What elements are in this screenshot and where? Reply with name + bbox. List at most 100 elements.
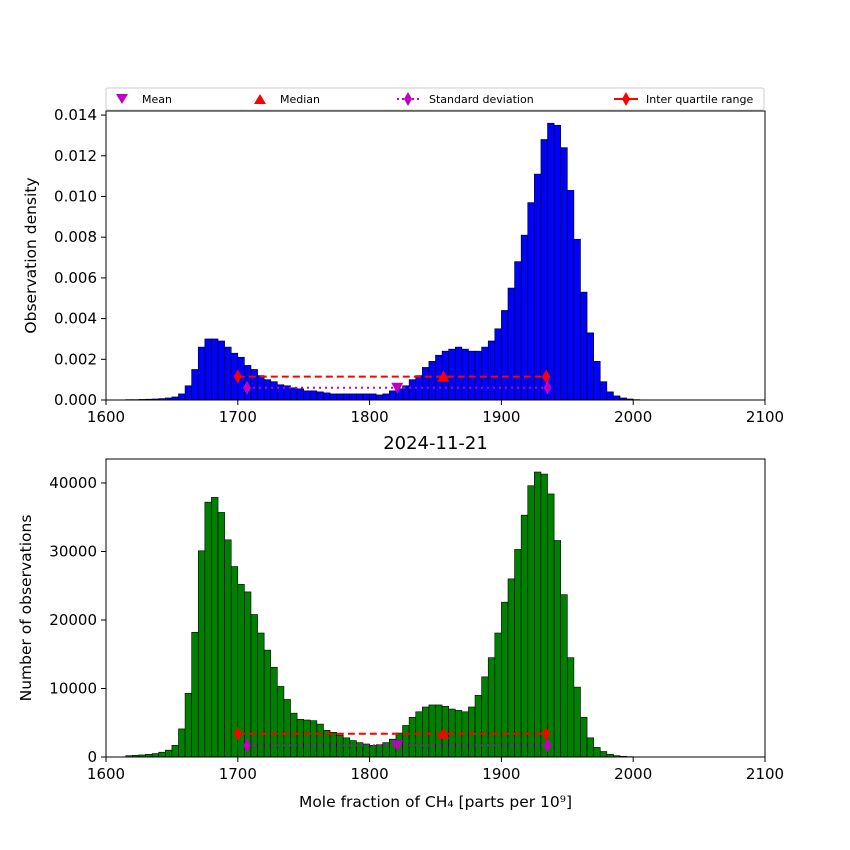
density-bar xyxy=(356,393,364,401)
count-bar xyxy=(435,704,443,758)
density-median-marker xyxy=(437,370,450,382)
count-bar xyxy=(599,751,608,758)
density-bar xyxy=(270,381,278,401)
density-bar xyxy=(422,367,430,401)
density-bar xyxy=(487,340,496,401)
density-x-tick-label: 2100 xyxy=(746,408,784,426)
count-iqr-high-marker xyxy=(542,726,551,741)
density-bar xyxy=(461,348,469,401)
density-bar xyxy=(468,350,476,401)
count-bar xyxy=(408,716,417,758)
density-bar xyxy=(342,393,351,401)
density-std-low-marker xyxy=(243,380,252,395)
count-y-tick-label: 0 xyxy=(87,748,97,766)
count-bar xyxy=(534,471,542,758)
density-bar xyxy=(593,361,601,401)
count-bar xyxy=(197,550,206,758)
count-median-marker xyxy=(437,727,450,739)
density-bar xyxy=(507,287,515,401)
count-bar xyxy=(257,632,265,758)
count-bar xyxy=(593,747,601,758)
count-bar xyxy=(191,632,199,758)
count-bar xyxy=(514,549,522,758)
count-bar xyxy=(204,501,212,758)
density-bar xyxy=(494,328,502,401)
density-bar xyxy=(540,139,548,401)
legend-label-median: Median xyxy=(280,93,320,106)
density-bar xyxy=(369,393,377,401)
density-stat-markers xyxy=(233,369,552,395)
density-bar xyxy=(263,379,272,401)
density-y-ticks: 0.000 0.002 0.004 0.006 0.008 0.010 0.012 0.014 xyxy=(54,106,106,409)
density-bar xyxy=(606,391,614,401)
density-bar xyxy=(197,346,206,401)
legend-entry-mean: Mean xyxy=(116,93,172,106)
count-bar xyxy=(211,497,219,758)
count-bar xyxy=(277,686,285,758)
count-bar xyxy=(580,716,588,758)
density-bar xyxy=(184,385,192,401)
density-bar xyxy=(316,391,324,401)
legend-entry-std: Standard deviation xyxy=(397,92,534,106)
count-bar xyxy=(547,493,555,758)
count-bar xyxy=(165,749,173,758)
count-bar xyxy=(560,594,568,758)
count-bar xyxy=(151,753,160,758)
legend-entry-iqr: Inter quartile range xyxy=(614,92,753,106)
count-bar xyxy=(586,737,594,758)
density-plot-frame xyxy=(105,110,766,401)
count-bar xyxy=(540,473,548,758)
count-plot-frame xyxy=(105,458,766,758)
count-std-low-marker xyxy=(243,738,252,753)
count-y-tick-label: 40000 xyxy=(49,474,97,492)
count-bar xyxy=(250,614,258,758)
count-bar xyxy=(494,632,502,758)
count-y-tick-label: 10000 xyxy=(49,679,97,697)
legend-label-iqr: Inter quartile range xyxy=(646,93,753,106)
count-x-tick-label: 2100 xyxy=(746,765,784,783)
count-bar xyxy=(468,706,476,758)
count-x-tick-label: 2000 xyxy=(614,765,652,783)
count-bars xyxy=(125,471,654,758)
density-bar xyxy=(534,173,542,401)
density-std-high-marker xyxy=(543,380,552,395)
density-bar xyxy=(553,124,562,401)
density-iqr-low-marker xyxy=(233,369,242,384)
density-bar xyxy=(362,393,370,401)
density-bar xyxy=(389,390,397,401)
count-x-tick-label: 1800 xyxy=(351,765,389,783)
count-bar xyxy=(290,712,298,758)
density-iqr-high-marker xyxy=(542,369,551,384)
count-bar xyxy=(171,745,179,758)
density-bar xyxy=(454,346,463,401)
density-bar xyxy=(520,234,529,401)
count-bar xyxy=(270,666,278,758)
legend: Mean Median Standard deviation Inter qua… xyxy=(105,87,765,111)
density-x-ticks: 1600 1700 1800 1900 2000 2100 xyxy=(87,400,784,426)
triangle-down-icon xyxy=(116,94,128,104)
density-y-axis-label: Observation density xyxy=(22,177,40,333)
count-chart-title: 2024-11-21 xyxy=(383,433,488,454)
density-y-tick-label: 0.014 xyxy=(54,106,97,124)
legend-label-mean: Mean xyxy=(142,93,172,106)
density-bar xyxy=(224,346,232,401)
density-bar xyxy=(613,395,621,401)
count-bar xyxy=(296,719,304,758)
count-bar xyxy=(342,737,351,758)
density-bar xyxy=(382,393,390,401)
count-bar xyxy=(402,725,410,758)
count-bar xyxy=(474,695,482,758)
count-x-ticks: 1600 1700 1800 1900 2000 2100 xyxy=(87,757,784,783)
count-bar xyxy=(230,566,239,758)
density-bar xyxy=(448,348,456,401)
density-bar xyxy=(296,388,304,401)
count-bar xyxy=(422,706,430,758)
density-bar xyxy=(560,147,568,401)
density-y-tick-label: 0.010 xyxy=(54,187,97,205)
count-bar xyxy=(309,720,318,758)
count-bar xyxy=(349,740,357,758)
count-bar xyxy=(184,692,192,758)
count-bar xyxy=(573,686,581,758)
density-bar xyxy=(211,338,219,401)
